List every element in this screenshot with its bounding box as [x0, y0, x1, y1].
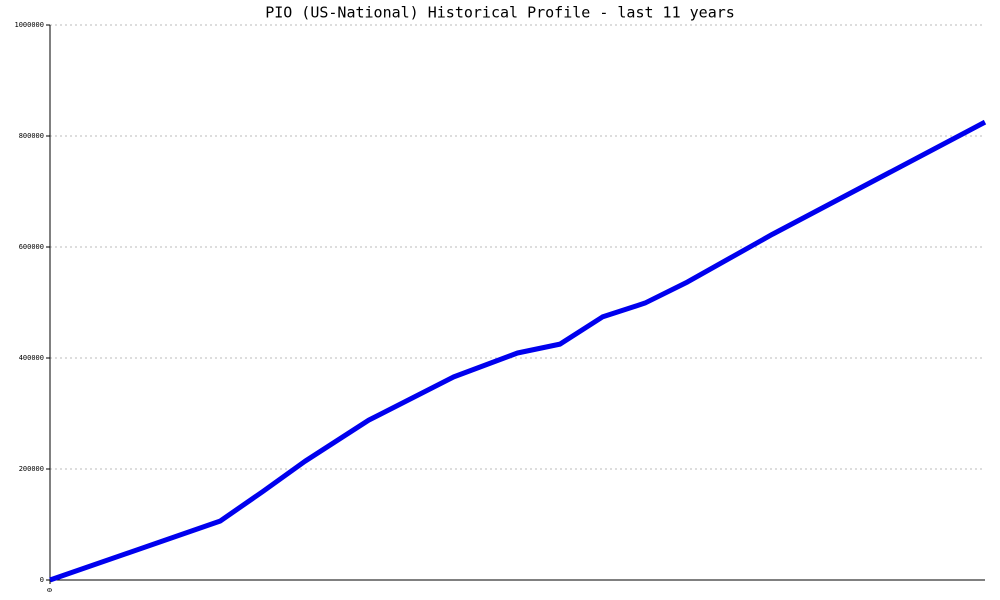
chart-title: PIO (US-National) Historical Profile - l… [265, 4, 735, 22]
y-tick-label: 400000 [19, 354, 44, 362]
y-tick-label: 200000 [19, 465, 44, 473]
y-tick-label: 800000 [19, 132, 44, 140]
y-tick-label: 0 [40, 576, 44, 584]
data-line [49, 119, 987, 583]
y-tick-label: 1000000 [14, 21, 44, 29]
y-tick-label: 600000 [19, 243, 44, 251]
x-tick-label: 0 [46, 588, 54, 592]
